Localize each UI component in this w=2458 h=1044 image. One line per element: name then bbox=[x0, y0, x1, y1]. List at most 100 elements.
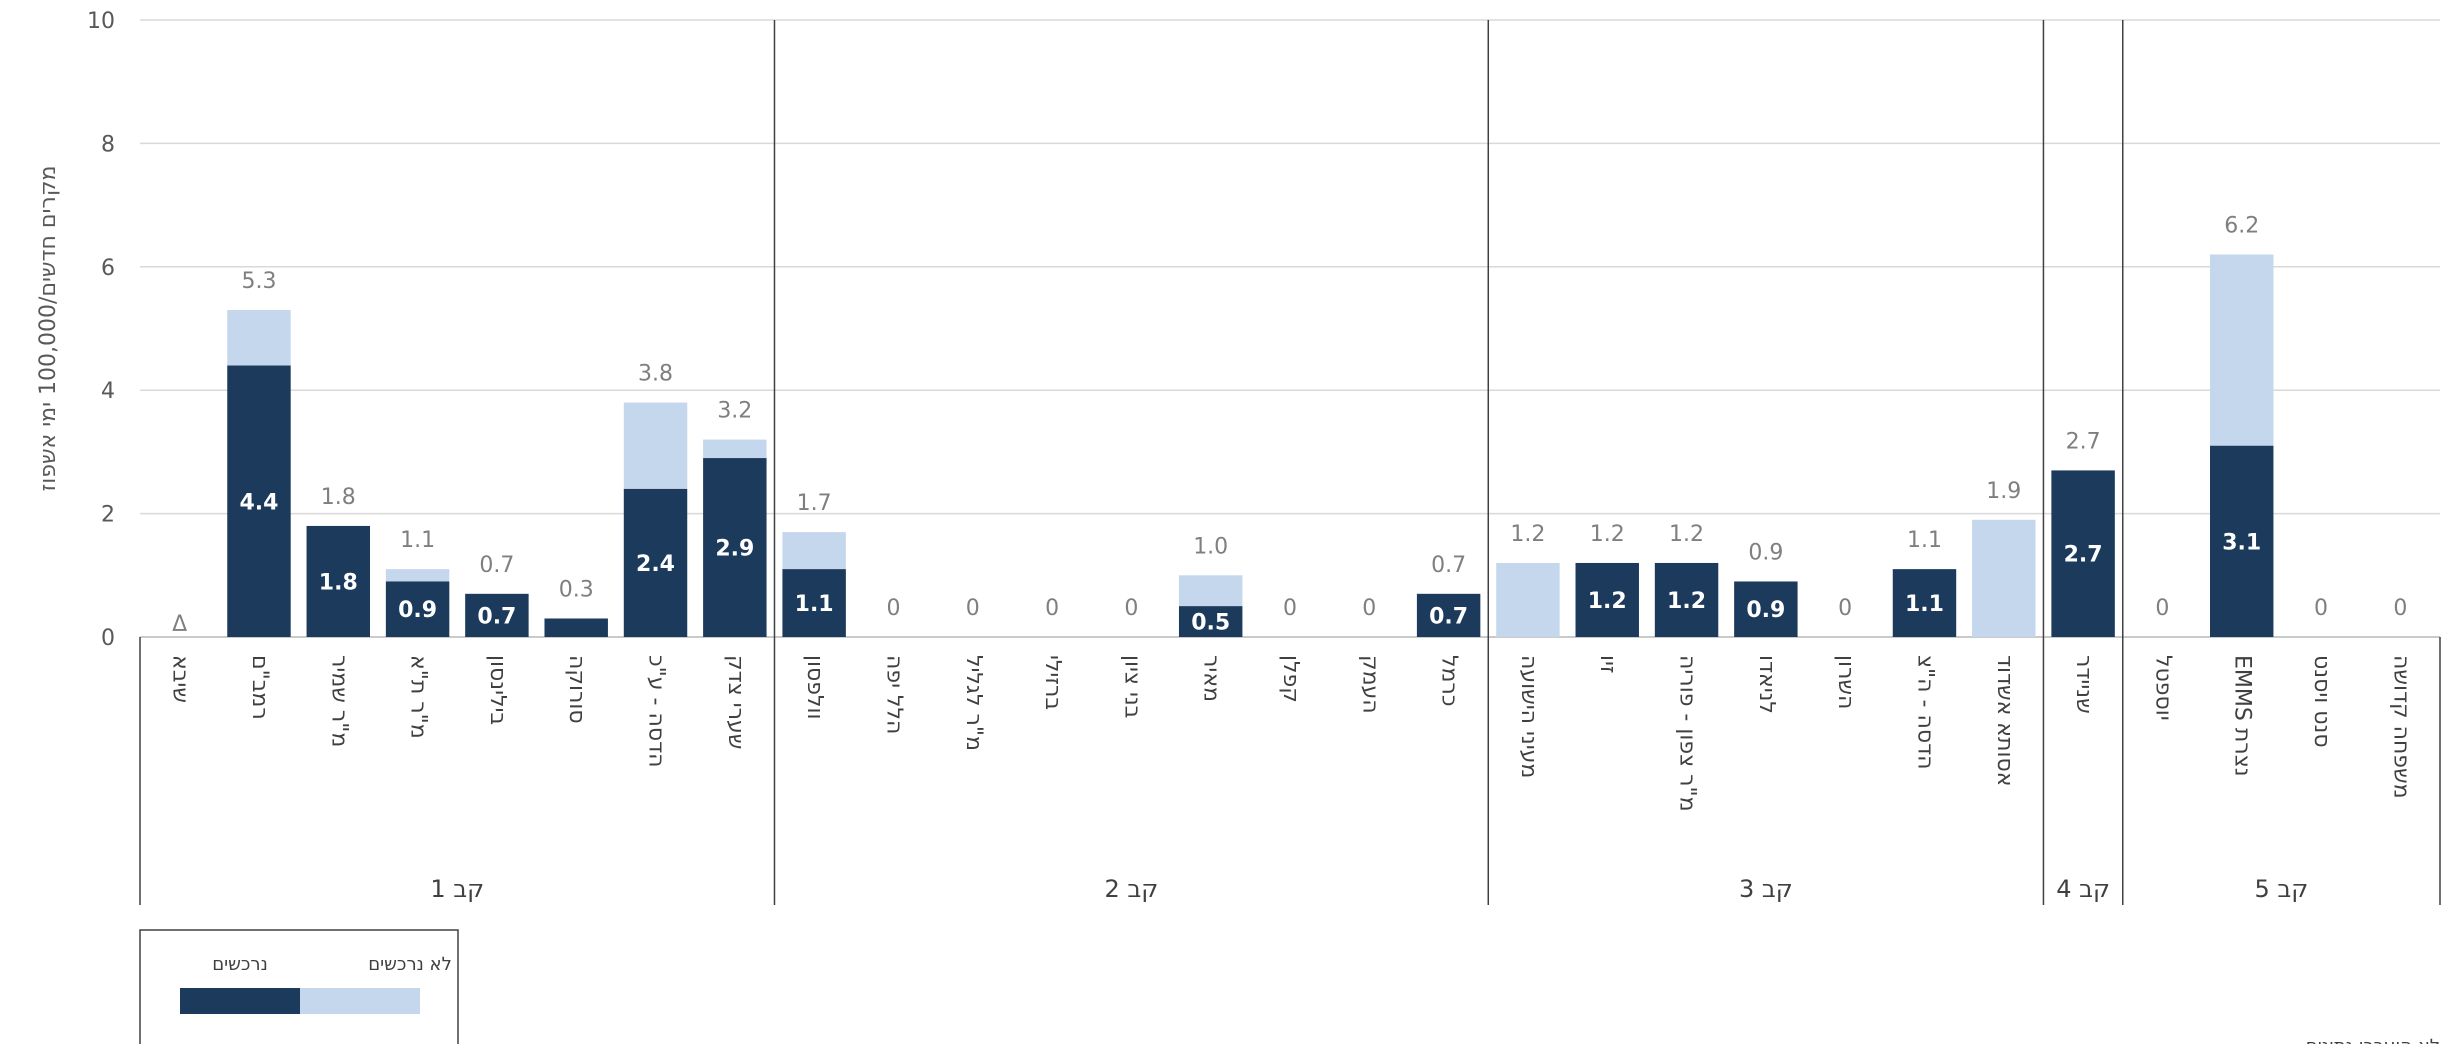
bar-not-acquired-7 bbox=[703, 439, 767, 459]
total-label-26: 6.2 bbox=[2224, 213, 2259, 238]
inside-label-20: 0.9 bbox=[1746, 598, 1785, 623]
total-label-28: 0 bbox=[2393, 596, 2407, 621]
category-label-6: הדסה - ע"כ bbox=[644, 655, 669, 767]
bar-acquired-8 bbox=[782, 569, 846, 637]
category-label-2: מ"ר שמיר bbox=[326, 655, 351, 747]
group-label-3: קב 4 bbox=[2056, 875, 2110, 903]
total-label-3: 1.1 bbox=[400, 528, 435, 553]
bar-acquired-1 bbox=[227, 365, 291, 637]
inside-label-16: 0.7 bbox=[1429, 604, 1468, 629]
legend-box bbox=[139, 929, 459, 1044]
total-label-15: 0 bbox=[1362, 596, 1376, 621]
total-label-19: 1.2 bbox=[1669, 522, 1704, 547]
category-label-14: קפלן bbox=[1278, 655, 1303, 703]
inside-label-13: 0.5 bbox=[1191, 611, 1230, 636]
total-label-21: 0 bbox=[1838, 596, 1852, 621]
data-labels: Δ 5.3 4.4 1.8 1.8 1.1 0.9 0.7 0.7 0.3 3.8 2.4 3.2 2.9… bbox=[172, 213, 2407, 637]
category-label-13: מאיר bbox=[1199, 655, 1224, 702]
bar-not-acquired-13 bbox=[1178, 575, 1243, 607]
bar-acquired-6 bbox=[623, 488, 688, 637]
group-label-1: קב 2 bbox=[1104, 875, 1158, 903]
total-label-2: 1.8 bbox=[321, 485, 356, 510]
category-label-21: השרון bbox=[1833, 655, 1858, 709]
y-axis-ticks: 0 2 4 6 8 10 bbox=[87, 9, 115, 651]
total-label-23: 1.9 bbox=[1986, 479, 2021, 504]
category-label-5: סורוקה bbox=[564, 655, 589, 724]
inside-label-1: 4.4 bbox=[239, 490, 278, 515]
bar-acquired-7 bbox=[703, 458, 767, 637]
category-label-8: וולפסון bbox=[802, 655, 827, 720]
legend: לא נרכשים נרכשים bbox=[139, 929, 459, 1044]
category-label-18: זיו bbox=[1595, 655, 1620, 674]
category-label-22: הדסה - ה"צ bbox=[1912, 655, 1937, 770]
category-label-20: לניאדו bbox=[1754, 655, 1779, 714]
total-label-14: 0 bbox=[1283, 596, 1297, 621]
total-label-7: 3.2 bbox=[717, 399, 752, 424]
bars bbox=[227, 254, 2274, 637]
total-label-20: 0.9 bbox=[1748, 540, 1783, 565]
total-label-1: 5.3 bbox=[241, 269, 276, 294]
legend-label-not-acquired: לא נרכשים bbox=[368, 954, 452, 975]
inside-label-24: 2.7 bbox=[2064, 543, 2103, 568]
total-label-8: 1.7 bbox=[797, 491, 832, 516]
legend-label-acquired: נרכשים bbox=[212, 954, 268, 975]
inside-label-19: 1.2 bbox=[1667, 589, 1706, 614]
category-label-28: משפחה קדושה bbox=[2388, 655, 2413, 799]
y-tick-label-4: 4 bbox=[101, 379, 115, 404]
bar-acquired-19 bbox=[1654, 562, 1719, 637]
category-label-7: שערי צדק bbox=[723, 655, 748, 749]
marker-0: Δ bbox=[172, 612, 187, 637]
bar-not-acquired-3 bbox=[385, 569, 450, 582]
category-label-9: הלל יפה bbox=[881, 655, 906, 734]
bar-acquired-20 bbox=[1734, 581, 1798, 637]
category-label-27: סנט ויסנט bbox=[2309, 655, 2334, 748]
bar-acquired-16 bbox=[1416, 593, 1481, 637]
bar-acquired-22 bbox=[1892, 569, 1957, 637]
bar-acquired-5 bbox=[544, 618, 608, 637]
y-tick-label-2: 2 bbox=[101, 503, 115, 528]
category-labels: שיבא רמב"ם מ"ר שמיר מ"ר ת"א בילינסון סורוקה הד… bbox=[168, 655, 2414, 812]
inside-label-26: 3.1 bbox=[2222, 530, 2261, 555]
bar-not-acquired-8 bbox=[782, 532, 846, 570]
category-label-17: מעיני הישועה bbox=[1516, 655, 1541, 778]
legend-swatch-not-acquired bbox=[300, 988, 420, 1014]
bar-acquired-18 bbox=[1575, 562, 1639, 637]
inside-label-2: 1.8 bbox=[319, 570, 358, 595]
bar-not-acquired-6 bbox=[623, 402, 688, 489]
inside-label-8: 1.1 bbox=[795, 592, 834, 617]
inside-label-7: 2.9 bbox=[715, 537, 754, 562]
total-label-25: 0 bbox=[2155, 596, 2169, 621]
category-label-12: בני ציון bbox=[1119, 655, 1144, 718]
bar-acquired-24 bbox=[2051, 470, 2115, 637]
inside-label-18: 1.2 bbox=[1588, 589, 1627, 614]
category-label-26: EMMS נצרת bbox=[2230, 655, 2255, 777]
group-label-4: קב 5 bbox=[2254, 875, 2308, 903]
inside-label-3: 0.9 bbox=[398, 598, 437, 623]
bar-acquired-3 bbox=[385, 581, 450, 637]
bar-acquired-2 bbox=[306, 525, 370, 637]
total-label-22: 1.1 bbox=[1907, 528, 1942, 553]
bar-not-acquired-1 bbox=[227, 309, 291, 366]
inside-label-6: 2.4 bbox=[636, 552, 675, 577]
bar-acquired-13 bbox=[1178, 606, 1243, 637]
inside-label-22: 1.1 bbox=[1905, 592, 1944, 617]
total-label-10: 0 bbox=[966, 596, 980, 621]
category-label-16: כרמל bbox=[1437, 655, 1462, 707]
bar-not-acquired-23 bbox=[1972, 519, 2036, 637]
y-tick-label-6: 6 bbox=[101, 256, 115, 281]
group-separators: קב 1 קב 2 קב 3 קב 4 קב 5 bbox=[139, 20, 2441, 905]
bar-not-acquired-26 bbox=[2210, 254, 2274, 446]
category-label-11: ברזילי bbox=[1040, 655, 1065, 710]
total-label-18: 1.2 bbox=[1590, 522, 1625, 547]
category-label-25: יוספטל bbox=[2150, 655, 2175, 721]
total-label-24: 2.7 bbox=[2066, 429, 2101, 454]
bar-acquired-26 bbox=[2210, 445, 2274, 637]
y-axis-label: מקרים חדשים/100,000 ימי אשפוז bbox=[36, 166, 61, 492]
category-label-0: שיבא bbox=[168, 655, 193, 703]
category-label-19: מ"ר צפון - פוריה bbox=[1675, 655, 1700, 812]
group-label-2: קב 3 bbox=[1739, 875, 1793, 903]
total-label-9: 0 bbox=[886, 596, 900, 621]
inside-label-4: 0.7 bbox=[477, 604, 516, 629]
category-label-1: רמב"ם bbox=[247, 655, 272, 720]
